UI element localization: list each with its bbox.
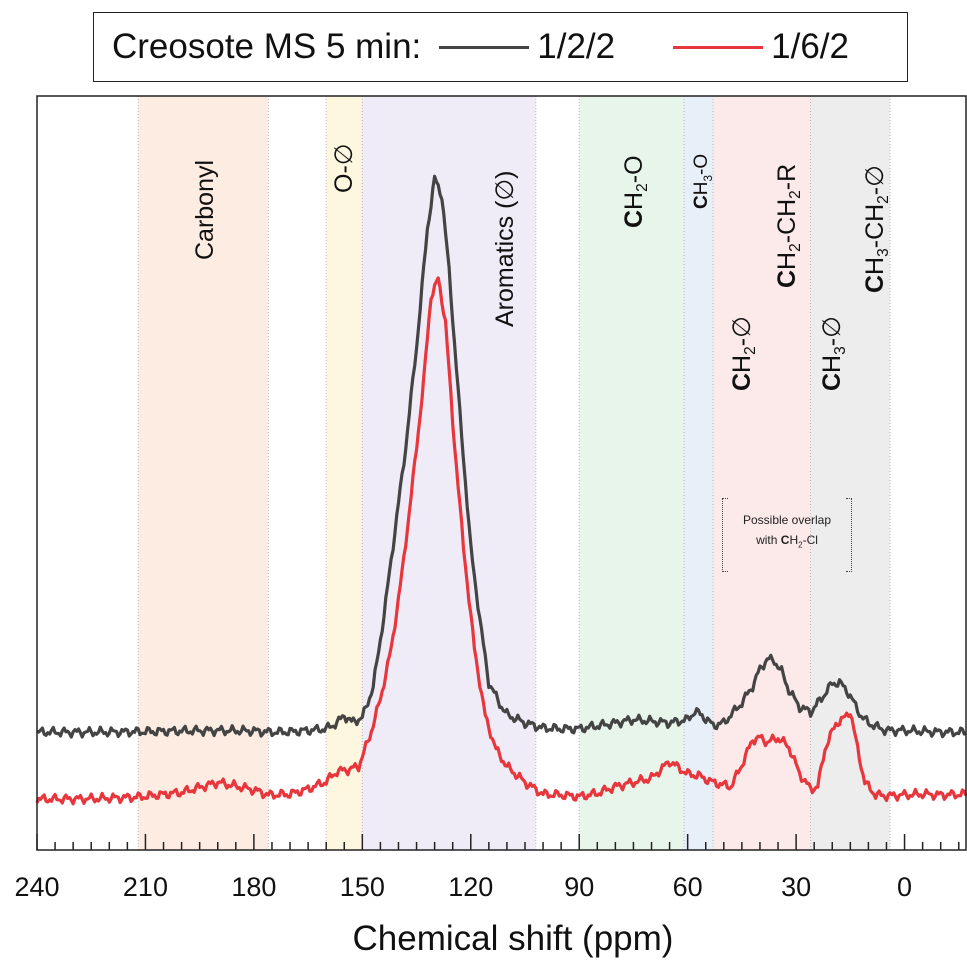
region-bands xyxy=(137,96,891,850)
legend-item-1-2-2: 1/2/2 xyxy=(421,27,615,67)
spectrum-lines xyxy=(35,174,967,806)
x-tick-label: 90 xyxy=(564,872,594,902)
legend: Creosote MS 5 min: 1/2/2 1/6/2 xyxy=(93,12,908,82)
plot-frame xyxy=(36,95,967,851)
x-tick-label: 120 xyxy=(448,872,493,902)
x-tick-label: 60 xyxy=(673,872,703,902)
legend-swatch-1-6-2 xyxy=(673,45,764,49)
legend-label-1-6-2: 1/6/2 xyxy=(771,27,849,66)
series-line-1-6-2 xyxy=(35,276,967,806)
region-label-6: CH3-CH2-∅ xyxy=(861,165,892,293)
annotation-bracket-left xyxy=(722,498,728,572)
x-tick-label: 0 xyxy=(897,872,912,902)
region-band-1 xyxy=(326,96,363,850)
region-label-2: Aromatics (∅) xyxy=(491,170,519,327)
annotation-line-2: with CH2-Cl xyxy=(756,533,818,550)
region-band-5 xyxy=(712,96,811,850)
x-tick-label: 240 xyxy=(14,872,59,902)
region-label-3: CH2-O xyxy=(620,155,651,228)
annotation-line-1: Possible overlap xyxy=(742,513,832,527)
legend-title: Creosote MS 5 min: xyxy=(112,27,422,66)
region-label-7: CH2-∅ xyxy=(728,316,759,391)
region-label-4: CH3-O xyxy=(691,154,715,209)
x-tick-label: 150 xyxy=(340,872,385,902)
region-label-8: CH3-∅ xyxy=(818,316,849,391)
annotation-bracket-right xyxy=(846,498,852,572)
axes: 240 210 180 150 120 90 60 30 0 Chemical shift (pp… xyxy=(14,95,967,958)
x-tick-label: 30 xyxy=(781,872,811,902)
region-band-4 xyxy=(684,96,713,850)
overlap-annotation: Possible overlap with CH2-Cl xyxy=(722,498,852,572)
region-band-0 xyxy=(138,96,269,850)
region-label-5: CH2-CH2-R xyxy=(773,164,804,288)
x-tick-label: 210 xyxy=(123,872,168,902)
region-labels: Carbonyl O-∅ Aromatics (∅) CH2-O CH3-O CH2-CH… xyxy=(191,143,892,391)
region-label-0: Carbonyl xyxy=(191,160,219,260)
legend-swatch-1-2-2 xyxy=(439,45,530,49)
legend-label-1-2-2: 1/2/2 xyxy=(537,27,616,66)
region-label-1: O-∅ xyxy=(330,143,358,193)
region-band-2 xyxy=(362,96,536,850)
annotation-text: Possible overlap with CH2-Cl xyxy=(727,510,847,555)
series-line-1-2-2 xyxy=(36,174,967,739)
x-tick-label: 180 xyxy=(231,872,276,902)
x-axis-label: Chemical shift (ppm) xyxy=(353,919,674,958)
legend-item-1-6-2: 1/6/2 xyxy=(655,27,849,67)
